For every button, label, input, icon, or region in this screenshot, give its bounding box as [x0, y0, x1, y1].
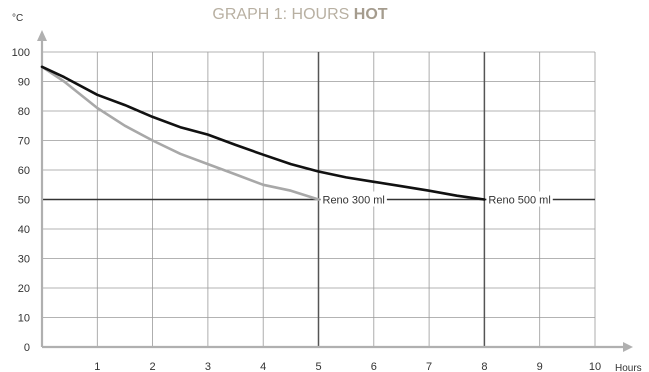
series-label-2: Reno 500 ml — [488, 195, 550, 207]
x-tick-label-2: 2 — [150, 361, 156, 372]
y-tick-label-50: 50 — [18, 195, 30, 207]
series-line-1 — [40, 65, 320, 201]
tick-labels: 0 10 20 30 40 50 60 70 80 90 100 1 2 3 4 5 6 7 8 9 10 — [12, 47, 601, 372]
series-line-2 — [40, 65, 486, 201]
x-axis-label: Hours — [615, 363, 642, 372]
series-labels: Reno 300 ml Reno 500 ml — [320, 191, 553, 207]
y-axis-arrow-icon — [37, 30, 47, 41]
y-axis-label: °C — [12, 13, 23, 24]
x-tick-label-7: 7 — [426, 361, 432, 372]
y-tick-label-0: 0 — [24, 342, 30, 354]
x-tick-label-8: 8 — [481, 361, 487, 372]
y-tick-label-40: 40 — [18, 224, 30, 236]
series-label-background-2 — [486, 191, 553, 207]
series-lines — [40, 65, 486, 201]
x-tick-label-6: 6 — [371, 361, 377, 372]
x-tick-label-4: 4 — [260, 361, 266, 372]
y-tick-label-100: 100 — [12, 47, 30, 59]
x-tick-label-10: 10 — [589, 361, 601, 372]
axes — [37, 30, 633, 352]
x-tick-label-5: 5 — [315, 361, 321, 372]
x-tick-label-3: 3 — [205, 361, 211, 372]
y-tick-label-20: 20 — [18, 283, 30, 295]
chart-title: GRAPH 1: HOURS HOT — [212, 6, 387, 23]
series-label-1: Reno 300 ml — [323, 195, 385, 207]
x-tick-label-9: 9 — [537, 361, 543, 372]
x-axis-arrow-icon — [623, 342, 633, 352]
x-tick-label-1: 1 — [94, 361, 100, 372]
y-tick-label-30: 30 — [18, 254, 30, 266]
y-tick-label-90: 90 — [18, 77, 30, 89]
series-label-background-1 — [320, 191, 387, 207]
y-tick-label-80: 80 — [18, 106, 30, 118]
y-tick-label-60: 60 — [18, 165, 30, 177]
y-tick-label-70: 70 — [18, 136, 30, 148]
y-tick-label-10: 10 — [18, 313, 30, 325]
